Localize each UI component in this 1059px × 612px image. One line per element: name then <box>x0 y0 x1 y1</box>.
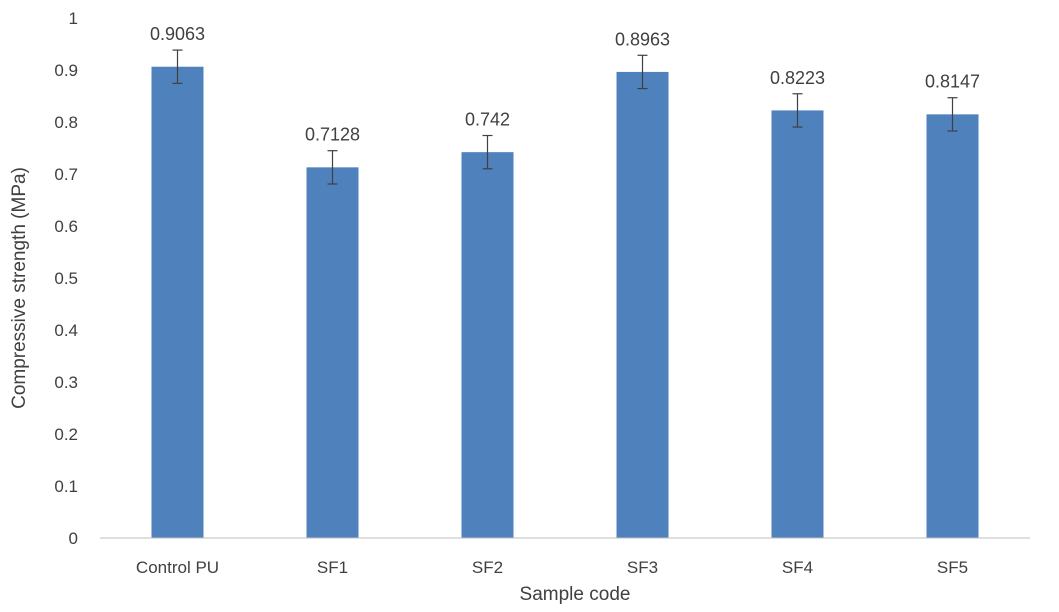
y-tick-label: 0.8 <box>54 113 78 132</box>
x-tick-label: SF2 <box>472 558 503 577</box>
error-bar <box>482 134 493 170</box>
error-bar <box>637 54 648 90</box>
bar <box>306 167 359 538</box>
y-tick-label: 0.1 <box>54 477 78 496</box>
data-label: 0.7128 <box>305 125 360 145</box>
bar <box>771 110 824 539</box>
error-bar <box>172 49 183 84</box>
error-bar <box>792 93 803 128</box>
y-tick-label: 0 <box>69 529 78 548</box>
data-labels: 0.9063 0.7128 0.742 0.8963 0.8223 0.8147 <box>150 24 980 145</box>
bar <box>616 71 669 538</box>
x-tick-label: SF3 <box>627 558 658 577</box>
x-tick-label: SF1 <box>317 558 348 577</box>
y-tick-label: 0.2 <box>54 425 78 444</box>
x-tick-label: SF4 <box>782 558 813 577</box>
bar <box>461 152 514 538</box>
x-tick-labels: Control PU SF1 SF2 SF3 SF4 SF5 <box>136 558 968 577</box>
y-tick-label: 0.4 <box>54 321 78 340</box>
data-label: 0.9063 <box>150 24 205 44</box>
bar <box>151 66 204 538</box>
data-label: 0.8147 <box>925 72 980 92</box>
bar <box>926 114 979 538</box>
y-tick-label: 0.7 <box>54 165 78 184</box>
data-label: 0.8223 <box>770 68 825 88</box>
error-bars-layer <box>172 49 958 185</box>
x-axis-title: Sample code <box>520 584 631 605</box>
bars-layer <box>151 66 979 539</box>
y-tick-label: 0.6 <box>54 217 78 236</box>
y-tick-label: 1 <box>69 9 78 28</box>
error-bar <box>327 150 338 185</box>
y-tick-labels: 0 0.1 0.2 0.3 0.4 0.5 0.6 0.7 0.8 0.9 1 <box>54 9 78 548</box>
error-bar <box>947 97 958 132</box>
y-tick-label: 0.5 <box>54 269 78 288</box>
x-tick-label: SF5 <box>937 558 968 577</box>
data-label: 0.8963 <box>615 29 670 49</box>
y-tick-label: 0.3 <box>54 373 78 392</box>
y-axis-title: Compressive strength (MPa) <box>9 167 30 409</box>
y-tick-label: 0.9 <box>54 61 78 80</box>
x-tick-label: Control PU <box>136 558 219 577</box>
data-label: 0.742 <box>465 110 510 130</box>
